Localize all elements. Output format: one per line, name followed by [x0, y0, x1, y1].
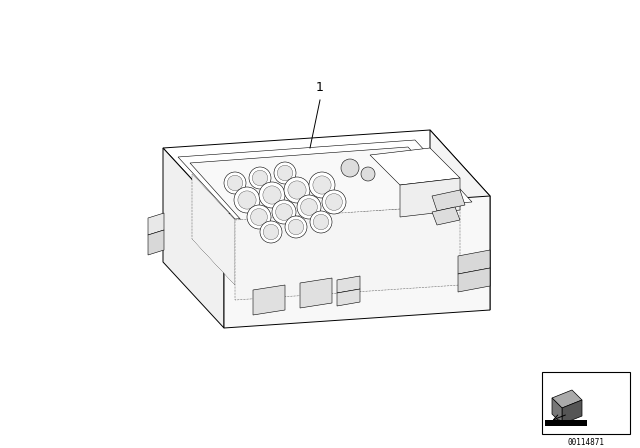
Polygon shape: [163, 130, 490, 214]
Circle shape: [288, 220, 304, 235]
Circle shape: [310, 211, 332, 233]
Text: 00114871: 00114871: [568, 438, 605, 447]
Circle shape: [322, 190, 346, 214]
Polygon shape: [432, 190, 465, 211]
Polygon shape: [163, 148, 224, 328]
Polygon shape: [430, 130, 490, 310]
Circle shape: [285, 216, 307, 238]
Polygon shape: [400, 178, 460, 217]
Circle shape: [277, 165, 292, 181]
Circle shape: [249, 167, 271, 189]
Polygon shape: [337, 289, 360, 306]
Polygon shape: [562, 400, 582, 424]
Polygon shape: [178, 140, 472, 219]
Circle shape: [309, 172, 335, 198]
Polygon shape: [192, 174, 235, 285]
Polygon shape: [300, 278, 332, 308]
Polygon shape: [458, 250, 490, 274]
Bar: [542, 372, 630, 434]
Circle shape: [263, 186, 281, 204]
Polygon shape: [552, 398, 562, 424]
Circle shape: [234, 187, 260, 213]
Circle shape: [224, 172, 246, 194]
Circle shape: [361, 167, 375, 181]
Circle shape: [238, 191, 256, 209]
Polygon shape: [552, 390, 582, 408]
Text: 1: 1: [316, 81, 324, 94]
Circle shape: [276, 203, 292, 220]
Circle shape: [313, 176, 331, 194]
Polygon shape: [432, 207, 460, 225]
Circle shape: [341, 159, 359, 177]
Polygon shape: [148, 213, 164, 235]
Circle shape: [263, 224, 278, 240]
Polygon shape: [253, 285, 285, 315]
Polygon shape: [190, 147, 460, 221]
Circle shape: [260, 221, 282, 243]
Circle shape: [252, 170, 268, 186]
Circle shape: [227, 175, 243, 191]
Polygon shape: [337, 276, 360, 293]
Polygon shape: [458, 268, 490, 292]
Circle shape: [272, 200, 296, 224]
Circle shape: [301, 198, 317, 215]
Polygon shape: [148, 230, 164, 255]
Circle shape: [326, 194, 342, 211]
Circle shape: [288, 181, 306, 199]
Circle shape: [259, 182, 285, 208]
Circle shape: [251, 209, 268, 225]
Circle shape: [247, 205, 271, 229]
Circle shape: [274, 162, 296, 184]
Polygon shape: [224, 196, 490, 328]
Polygon shape: [235, 205, 460, 300]
Circle shape: [284, 177, 310, 203]
Polygon shape: [370, 148, 460, 185]
Circle shape: [314, 214, 329, 230]
Bar: [545, 420, 587, 426]
Circle shape: [297, 195, 321, 219]
